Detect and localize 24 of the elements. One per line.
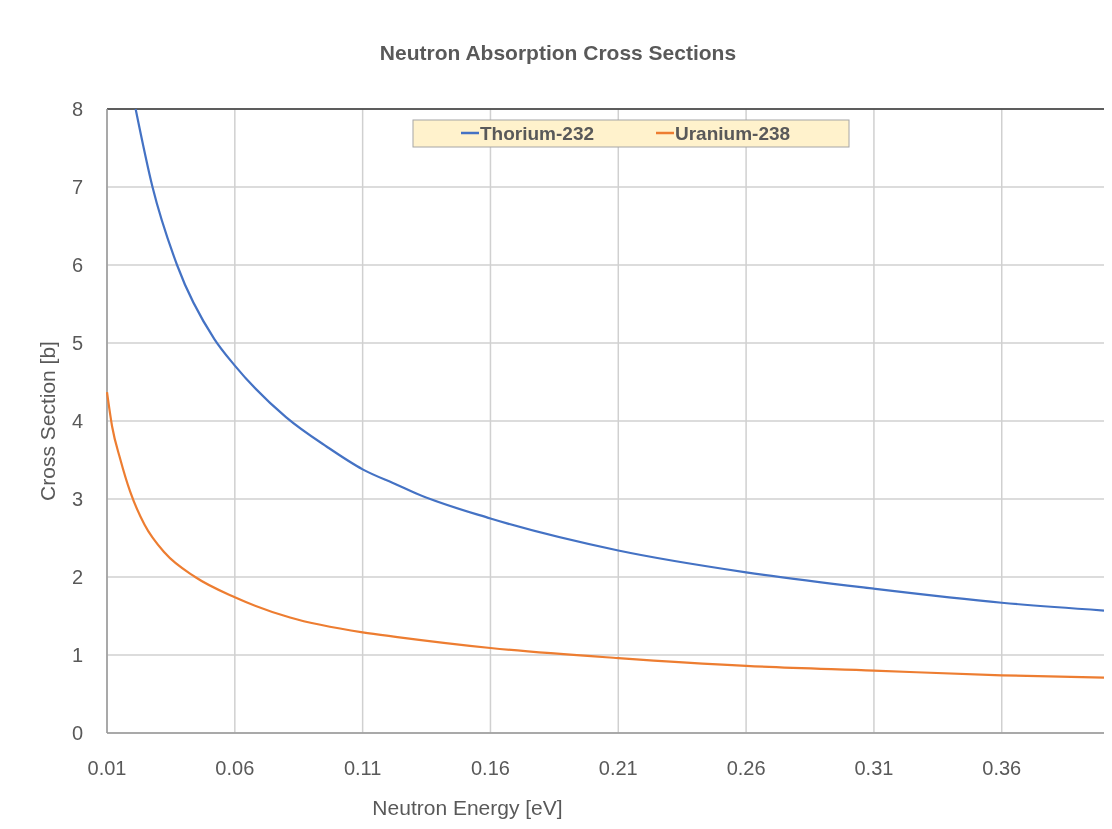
y-tick-label: 7 <box>71 176 83 198</box>
x-tick-label: 0.36 <box>982 757 1022 779</box>
legend-label: Uranium-238 <box>675 123 791 144</box>
chart-title: Neutron Absorption Cross Sections <box>379 41 737 64</box>
y-tick-label: 0 <box>71 722 83 744</box>
y-tick-label: 4 <box>71 410 83 432</box>
legend-label: Thorium-232 <box>480 123 595 144</box>
line-series <box>134 107 1104 612</box>
y-axis-title: Cross Section [b] <box>36 341 59 501</box>
y-tick-label: 2 <box>71 566 83 588</box>
line-series <box>105 391 1104 679</box>
x-tick-label: 0.31 <box>854 757 894 779</box>
y-tick-label: 3 <box>71 488 83 510</box>
y-tick-label: 8 <box>71 98 83 120</box>
y-tick-label: 1 <box>71 644 83 666</box>
x-tick-label: 0.11 <box>343 757 382 779</box>
y-tick-label: 5 <box>71 332 83 354</box>
y-tick-label: 6 <box>71 254 83 276</box>
x-tick-label: 0.21 <box>598 757 638 779</box>
x-tick-label: 0.26 <box>726 757 766 779</box>
x-tick-label: 0.01 <box>87 757 127 779</box>
x-axis-title: Neutron Energy [eV] <box>372 796 563 819</box>
x-tick-label: 0.16 <box>470 757 510 779</box>
x-tick-label: 0.06 <box>215 757 255 779</box>
